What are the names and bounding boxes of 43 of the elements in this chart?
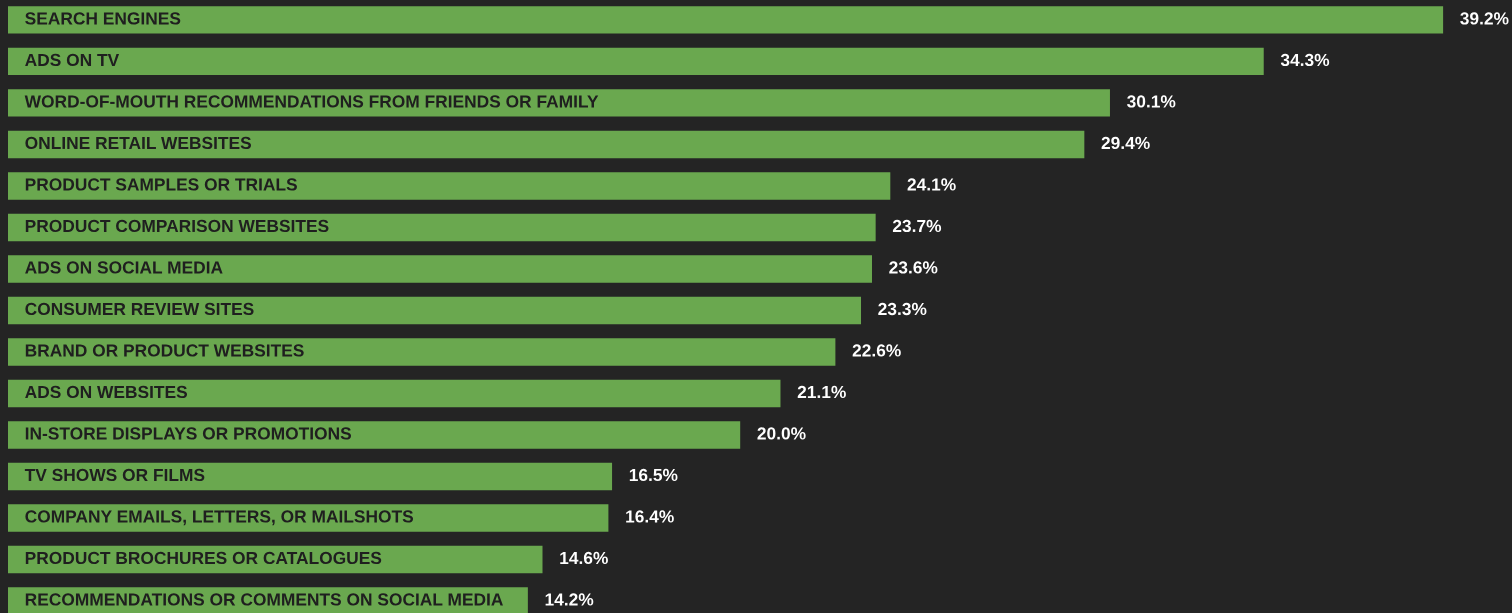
data-label: 39.2% — [1460, 12, 1509, 25]
y-tick-label: SEARCH ENGINES — [25, 12, 181, 25]
y-tick-label: ADS ON SOCIAL MEDIA — [25, 261, 223, 274]
bar — [8, 421, 741, 449]
y-tick-label: RECOMMENDATIONS OR COMMENTS ON SOCIAL MEDIA — [25, 593, 503, 606]
data-label: 22.6% — [852, 344, 901, 357]
bar — [8, 89, 1110, 117]
y-tick-label: PRODUCT BROCHURES OR CATALOGUES — [25, 551, 382, 565]
bar — [8, 130, 1085, 159]
y-tick-label: ADS ON TV — [25, 53, 120, 67]
y-tick-label: ONLINE RETAIL WEBSITES — [25, 136, 251, 150]
data-label: 23.3% — [878, 302, 927, 316]
y-tick-label: PRODUCT COMPARISON WEBSITES — [25, 219, 329, 233]
data-label: 14.2% — [545, 593, 594, 606]
y-tick-label: WORD-OF-MOUTH RECOMMENDATIONS FROM FRIENDS OR FAMILY — [24, 95, 599, 108]
data-label: 34.3% — [1280, 53, 1330, 67]
data-label: 30.1% — [1127, 95, 1176, 108]
y-tick-label: COMPANY EMAILS, LETTERS, OR MAILSHOTS — [25, 510, 414, 526]
data-label: 24.1% — [907, 178, 956, 191]
data-label: 14.6% — [560, 551, 608, 565]
data-label: 23.6% — [889, 261, 938, 274]
bar — [8, 172, 891, 200]
data-label: 16.5% — [629, 468, 678, 482]
y-tick-label: ADS ON WEBSITES — [25, 385, 187, 399]
bar — [8, 379, 781, 408]
y-tick-label: TV SHOWS OR FILMS — [24, 468, 205, 482]
bar — [8, 338, 836, 366]
bar — [8, 504, 609, 532]
y-tick-label: BRAND OR PRODUCT WEBSITES — [25, 344, 304, 357]
y-tick-label: IN-STORE DISPLAYS OR PROMOTIONS — [25, 427, 352, 440]
bar — [8, 462, 613, 491]
y-tick-label: CONSUMER REVIEW SITES — [25, 302, 254, 316]
bar — [8, 296, 862, 325]
data-label: 16.4% — [626, 510, 674, 523]
bar — [8, 6, 1444, 34]
data-label: 29.4% — [1101, 136, 1150, 150]
bar — [8, 255, 872, 283]
data-label: 21.1% — [797, 385, 846, 399]
bar — [8, 213, 876, 242]
data-label: 20.0% — [757, 427, 806, 440]
data-label: 23.7% — [892, 219, 942, 233]
bar — [8, 47, 1264, 76]
y-tick-label: PRODUCT SAMPLES OR TRIALS — [25, 178, 297, 191]
